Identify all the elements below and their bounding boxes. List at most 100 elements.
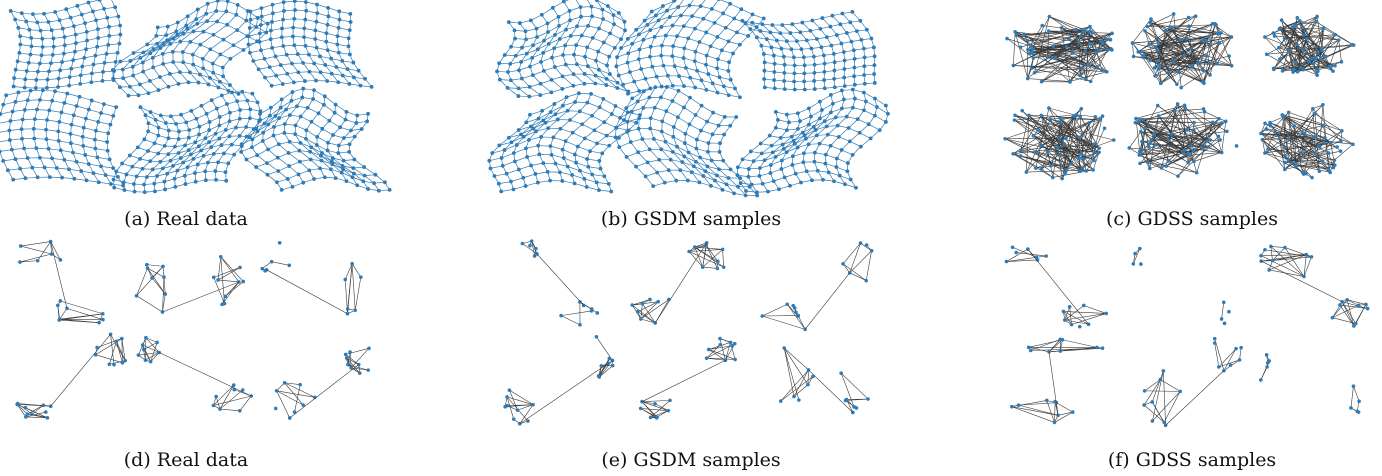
graph-node bbox=[99, 111, 103, 115]
graph-node bbox=[143, 113, 148, 118]
graph-edge bbox=[844, 183, 857, 189]
graph-node bbox=[278, 63, 283, 67]
graph-node bbox=[201, 66, 206, 71]
graph-edge bbox=[1284, 108, 1314, 156]
graph-node bbox=[548, 178, 552, 183]
graph-node bbox=[601, 17, 605, 21]
graph-node bbox=[688, 95, 692, 100]
graph-edge bbox=[249, 24, 261, 29]
graph-edge bbox=[606, 127, 617, 136]
graph-node bbox=[175, 20, 180, 25]
graph-node bbox=[148, 159, 153, 164]
graph-edge bbox=[277, 152, 289, 159]
graph-node bbox=[597, 159, 602, 163]
graph-node bbox=[568, 18, 572, 23]
graph-edge bbox=[684, 156, 695, 167]
graph-edge bbox=[710, 45, 722, 51]
graph-node bbox=[1313, 151, 1318, 156]
graph-node bbox=[614, 125, 618, 130]
graph-edge bbox=[784, 173, 796, 178]
graph-node bbox=[726, 39, 731, 44]
graph-edge bbox=[627, 29, 637, 40]
graph-edge bbox=[531, 162, 544, 166]
graph-edge bbox=[555, 105, 564, 115]
graph-node bbox=[539, 59, 543, 64]
graph-edge bbox=[49, 110, 62, 113]
graph-edge bbox=[551, 154, 564, 159]
graph-node bbox=[824, 124, 829, 129]
graph-node bbox=[746, 174, 751, 179]
graph-edge bbox=[574, 183, 587, 188]
graph-node bbox=[709, 7, 714, 11]
graph-node bbox=[784, 150, 789, 155]
graph-edge bbox=[672, 151, 683, 163]
graph-node bbox=[1148, 20, 1153, 25]
graph-node bbox=[1068, 80, 1072, 84]
graph-edge bbox=[313, 89, 326, 97]
graph-node bbox=[31, 12, 35, 17]
graph-node bbox=[552, 46, 557, 51]
graph-node bbox=[223, 128, 228, 132]
graph-edge bbox=[1177, 118, 1220, 177]
graph-edge bbox=[86, 28, 98, 33]
graph-edge bbox=[508, 134, 522, 139]
graph-edge bbox=[233, 145, 243, 155]
graph-node bbox=[223, 170, 228, 175]
graph-edge bbox=[1061, 27, 1079, 43]
graph-node bbox=[1272, 67, 1276, 72]
graph-node bbox=[140, 166, 145, 171]
graph-node bbox=[257, 119, 262, 124]
graph-edge bbox=[263, 126, 275, 134]
graph-node bbox=[90, 71, 94, 76]
graph-node bbox=[278, 105, 283, 110]
graph-node bbox=[345, 67, 350, 72]
graph-node bbox=[1300, 151, 1304, 155]
graph-edge bbox=[832, 99, 845, 105]
graph-node bbox=[883, 103, 888, 108]
graph-node bbox=[872, 63, 877, 68]
graph-node bbox=[841, 50, 846, 54]
graph-node bbox=[868, 136, 873, 141]
graph-edge bbox=[1144, 105, 1158, 129]
graph-node bbox=[1086, 62, 1090, 67]
graph-edge bbox=[322, 128, 334, 136]
graph-node bbox=[1134, 116, 1138, 121]
graph-node bbox=[782, 87, 787, 92]
graph-edge bbox=[651, 5, 664, 12]
graph-edge bbox=[332, 157, 343, 167]
graph-node bbox=[497, 143, 502, 148]
graph-edge bbox=[1165, 30, 1193, 66]
graph-node bbox=[563, 43, 568, 48]
graph-node bbox=[590, 172, 595, 177]
graph-edge bbox=[248, 33, 260, 37]
graph-edge bbox=[246, 154, 258, 160]
graph-edge bbox=[1314, 113, 1320, 172]
graph-edge bbox=[726, 184, 735, 194]
graph-edge bbox=[786, 143, 796, 153]
graph-node bbox=[1077, 40, 1081, 45]
graph-edge bbox=[579, 110, 593, 117]
graph-node bbox=[872, 72, 877, 76]
graph-node bbox=[228, 56, 233, 61]
graph-node bbox=[588, 149, 592, 154]
graph-edge bbox=[1079, 137, 1100, 149]
graph-edge bbox=[300, 142, 312, 148]
graph-edge bbox=[136, 295, 163, 313]
graph-node bbox=[1175, 102, 1180, 106]
graph-node bbox=[833, 115, 838, 120]
graph-node bbox=[792, 87, 797, 92]
graph-node bbox=[648, 126, 653, 131]
graph-node bbox=[168, 71, 172, 76]
graph-edge bbox=[34, 138, 47, 140]
graph-edge bbox=[12, 109, 25, 112]
graph-edge bbox=[202, 68, 211, 79]
graph-edge bbox=[639, 46, 651, 50]
graph-node bbox=[118, 59, 123, 64]
graph-edge bbox=[797, 138, 807, 148]
graph-node bbox=[886, 111, 890, 116]
graph-node bbox=[270, 20, 274, 24]
graph-node bbox=[35, 20, 40, 25]
graph-node bbox=[247, 26, 252, 30]
graph-node bbox=[1026, 47, 1030, 52]
graph-node bbox=[823, 152, 828, 157]
